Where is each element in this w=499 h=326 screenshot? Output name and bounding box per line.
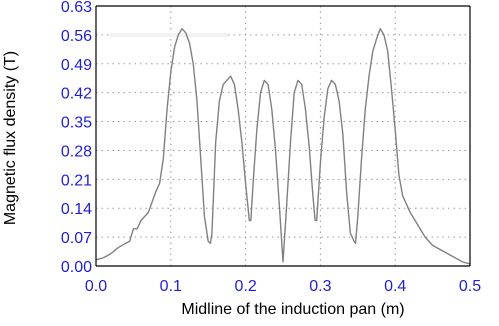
x-tick-label: 0.3 (309, 278, 331, 295)
x-tick-label: 0.5 (459, 278, 481, 295)
x-tick-label: 0.1 (160, 278, 182, 295)
y-axis-title: Magnetic flux density (T) (2, 51, 19, 225)
x-tick-labels: 0.0 0.1 0.2 0.3 0.4 0.5 (85, 278, 481, 295)
y-tick-label: 0.28 (61, 143, 92, 160)
x-tick-label: 0.2 (234, 278, 256, 295)
y-tick-label: 0.49 (61, 57, 92, 74)
y-tick-label: 0.63 (61, 0, 92, 16)
faint-highlight-band (110, 33, 228, 37)
y-tick-label: 0.14 (61, 201, 92, 218)
series-line-group (95, 28, 471, 265)
x-axis-title: Midline of the induction pan (m) (181, 301, 404, 318)
plot-frame (95, 5, 471, 267)
y-tick-label: 0.21 (61, 172, 92, 189)
y-tick-labels: 0.00 0.07 0.14 0.21 0.28 0.35 0.42 0.49 0.56 0.63 (61, 0, 92, 276)
grid-lines (96, 6, 470, 266)
y-tick-label: 0.07 (61, 230, 92, 247)
y-tick-label: 0.00 (61, 259, 92, 276)
y-tick-label: 0.56 (61, 28, 92, 45)
y-tick-label: 0.35 (61, 115, 92, 132)
series-line (95, 28, 471, 265)
y-tick-label: 0.42 (61, 86, 92, 103)
x-tick-label: 0.4 (384, 278, 406, 295)
x-tick-label: 0.0 (85, 278, 107, 295)
